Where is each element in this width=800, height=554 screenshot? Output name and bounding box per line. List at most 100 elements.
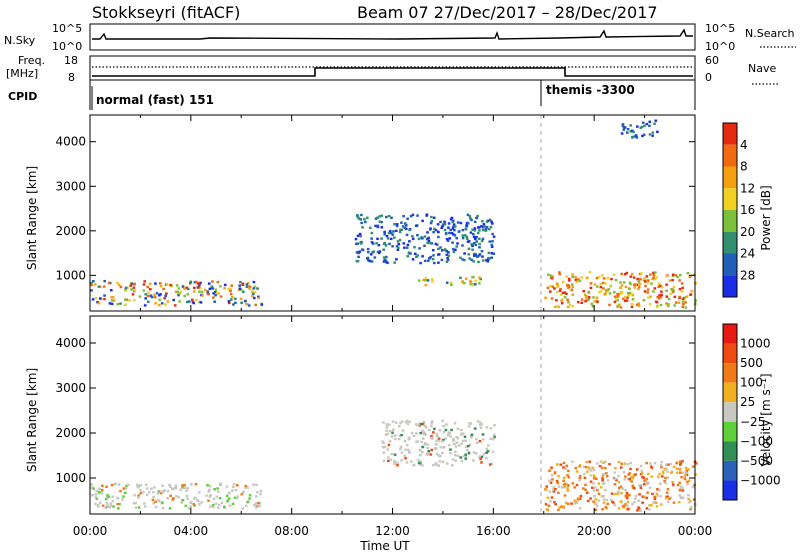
heatmap-cell — [418, 422, 421, 425]
heatmap-cell — [444, 428, 448, 432]
heatmap-cell — [605, 472, 608, 475]
heatmap-cell — [385, 234, 389, 238]
heatmap-cell — [110, 289, 113, 292]
heatmap-cell — [463, 282, 466, 285]
heatmap-cell — [463, 234, 467, 237]
heatmap-cell — [473, 229, 477, 232]
heatmap-cell — [430, 436, 433, 440]
heatmap-cell — [431, 249, 435, 252]
heatmap-cell — [421, 429, 424, 432]
heatmap-cell — [474, 279, 478, 282]
heatmap-cell — [124, 289, 127, 292]
heatmap-cell — [103, 279, 106, 283]
heatmap-cell — [211, 505, 215, 509]
heatmap-cell — [258, 505, 262, 508]
heatmap-cell — [174, 484, 178, 487]
heatmap-cell — [594, 508, 597, 511]
heatmap-cell — [671, 274, 675, 278]
heatmap-cell — [125, 298, 129, 301]
heatmap-cell — [490, 220, 493, 223]
heatmap-cell — [621, 123, 625, 126]
heatmap-cell — [103, 297, 106, 301]
heatmap-cell — [442, 438, 445, 442]
heatmap-cell — [545, 488, 548, 491]
heatmap-cell — [146, 285, 149, 289]
heatmap-cell — [481, 228, 485, 232]
heatmap-cell — [650, 466, 654, 470]
heatmap-cell — [437, 454, 440, 457]
heatmap-cell — [480, 239, 484, 243]
heatmap-cell — [678, 488, 682, 491]
heatmap-cell — [370, 241, 374, 244]
heatmap-cell — [186, 497, 189, 501]
heatmap-cell — [245, 285, 249, 289]
heatmap-cell — [181, 486, 184, 489]
heatmap-cell — [666, 470, 670, 474]
heatmap-cell — [652, 290, 655, 293]
colorbar-segment — [723, 166, 737, 189]
heatmap-cell — [553, 287, 556, 290]
colorbar-tick-label: 20 — [740, 225, 755, 239]
heatmap-cell — [450, 428, 453, 432]
heatmap-cell — [607, 288, 610, 291]
heatmap-cell — [582, 465, 586, 469]
heatmap-cell — [576, 278, 580, 281]
heatmap-cell — [665, 289, 668, 292]
heatmap-cell — [571, 293, 575, 296]
heatmap-cell — [163, 297, 166, 300]
heatmap-cell — [549, 290, 552, 293]
heatmap-cell — [227, 300, 231, 303]
heatmap-cell — [548, 479, 551, 482]
heatmap-cell — [487, 251, 491, 255]
heatmap-cell — [231, 489, 234, 492]
heatmap-cell — [665, 463, 668, 466]
heatmap-cell — [664, 476, 667, 480]
heatmap-cell — [426, 443, 429, 446]
heatmap-cell — [404, 457, 407, 460]
heatmap-cell — [637, 285, 641, 288]
heatmap-cell — [236, 495, 239, 498]
heatmap-cell — [377, 244, 381, 247]
heatmap-cell — [637, 302, 640, 305]
heatmap-cell — [154, 302, 157, 305]
heatmap-cell — [632, 276, 636, 279]
heatmap-cell — [133, 298, 136, 302]
heatmap-cell — [571, 460, 574, 463]
heatmap-cell — [397, 242, 401, 246]
heatmap-cell — [105, 485, 108, 488]
heatmap-cell — [383, 233, 386, 236]
heatmap-cell — [624, 489, 627, 492]
heatmap-cell — [190, 483, 193, 486]
heatmap-cell — [573, 502, 576, 505]
heatmap-cell — [551, 285, 555, 288]
heatmap-cell — [251, 294, 254, 297]
heatmap-cell — [487, 444, 490, 447]
heatmap-cell — [165, 283, 169, 286]
heatmap-cell — [566, 487, 569, 490]
x-tick-label: 20:00 — [577, 524, 612, 538]
heatmap-cell — [611, 500, 614, 504]
heatmap-cell — [402, 242, 406, 245]
heatmap-cell — [429, 242, 432, 245]
heatmap-cell — [565, 483, 569, 486]
heatmap-cell — [426, 231, 429, 234]
heatmap-cell — [400, 433, 403, 437]
heatmap-cell — [452, 437, 455, 441]
heatmap-cell — [689, 293, 692, 296]
heatmap-cell — [646, 291, 649, 294]
heatmap-cell — [421, 445, 425, 449]
heatmap-cell — [420, 440, 423, 443]
heatmap-cell — [624, 285, 628, 289]
heatmap-cell — [640, 469, 644, 473]
heatmap-cell — [116, 502, 119, 506]
heatmap-cell — [382, 256, 386, 259]
heatmap-cell — [660, 290, 663, 293]
nsky-label: N.Sky — [4, 34, 36, 47]
heatmap-cell — [195, 280, 198, 284]
colorbar-tick-label: −500 — [740, 454, 773, 468]
heatmap-cell — [451, 464, 454, 467]
heatmap-cell — [387, 214, 391, 218]
heatmap-cell — [130, 282, 134, 286]
heatmap-cell — [563, 476, 566, 480]
heatmap-cell — [645, 496, 648, 500]
